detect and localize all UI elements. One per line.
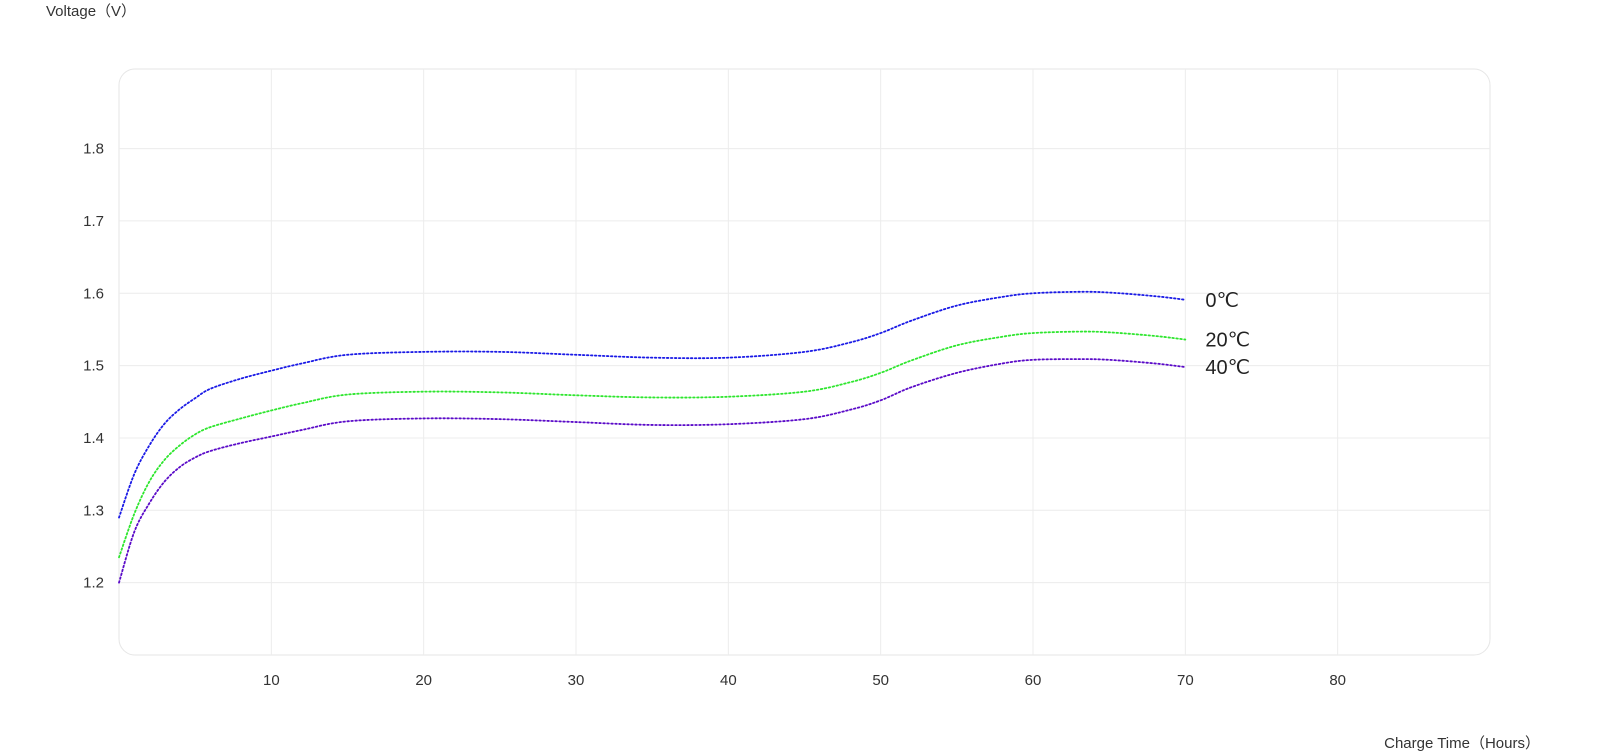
series-line-1 (118, 330, 1187, 559)
y-tick-label: 1.6 (83, 285, 104, 302)
series-label-0: 0℃ (1205, 290, 1239, 312)
x-tick-label: 40 (720, 672, 737, 689)
series-label-1: 20℃ (1205, 330, 1250, 352)
x-axis-ticks: 10 20 30 40 50 60 70 80 (263, 672, 1346, 689)
y-tick-label: 1.2 (83, 575, 104, 592)
series-line-2 (118, 358, 1187, 584)
plot-area (118, 68, 1491, 656)
x-tick-label: 20 (415, 672, 432, 689)
x-tick-label: 30 (568, 672, 585, 689)
y-tick-label: 1.8 (83, 141, 104, 158)
y-axis-title: Voltage（V） (46, 3, 137, 20)
series-lines (118, 290, 1187, 584)
series-labels: 0℃ 20℃ 40℃ (1205, 290, 1250, 379)
grid (119, 69, 1490, 655)
y-axis-ticks: 1.2 1.3 1.4 1.5 1.6 1.7 1.8 (83, 141, 104, 592)
series-label-2: 40℃ (1205, 357, 1250, 379)
series-line-0 (118, 290, 1187, 519)
y-tick-label: 1.7 (83, 213, 104, 230)
y-tick-label: 1.5 (83, 358, 104, 375)
y-tick-label: 1.3 (83, 502, 104, 519)
x-tick-label: 50 (872, 672, 889, 689)
x-tick-label: 10 (263, 672, 280, 689)
x-tick-label: 80 (1329, 672, 1346, 689)
y-tick-label: 1.4 (83, 430, 104, 447)
x-tick-label: 70 (1177, 672, 1194, 689)
x-tick-label: 60 (1025, 672, 1042, 689)
